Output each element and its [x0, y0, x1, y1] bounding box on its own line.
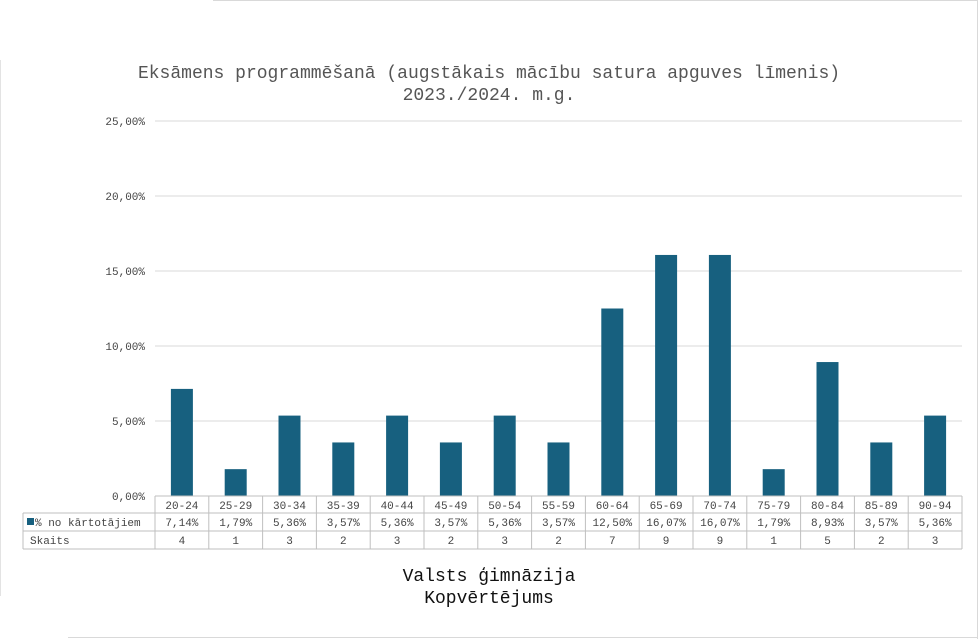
y-tick-label: 15,00% [105, 267, 145, 279]
table-cell: 2 [878, 536, 885, 548]
chart-subtitle: Valsts ģimnāzija Kopvērtējums [0, 566, 978, 610]
series-name: % no kārtotājiem [35, 518, 141, 530]
table-cell: 7 [609, 536, 616, 548]
table-cell: 1 [770, 536, 777, 548]
category-label: 25-29 [219, 501, 252, 513]
chart-title: Eksāmens programmēšanā (augstākais mācīb… [0, 63, 978, 107]
table-cell: 1 [232, 536, 239, 548]
data-label: 1,79% [757, 518, 790, 530]
y-tick-label: 5,00% [112, 417, 145, 429]
frame-left-border [0, 60, 1, 596]
bar [224, 469, 247, 496]
bar [708, 254, 731, 496]
category-label: 30-34 [273, 501, 306, 513]
y-tick-label: 25,00% [105, 117, 145, 129]
table-cell: 2 [448, 536, 455, 548]
bar [762, 469, 785, 496]
frame-bottom-border [68, 637, 978, 638]
data-label: 8,93% [811, 518, 844, 530]
data-label: 5,36% [488, 518, 521, 530]
bar [170, 388, 193, 496]
data-label: 3,57% [865, 518, 898, 530]
table-cell: 9 [663, 536, 670, 548]
data-label: 1,79% [219, 518, 252, 530]
data-label: 16,07% [700, 518, 740, 530]
data-label: 3,57% [542, 518, 575, 530]
chart-subtitle-line-2: Kopvērtējums [424, 589, 554, 609]
table-cell: 2 [555, 536, 562, 548]
category-label: 40-44 [381, 501, 414, 513]
chart-title-line-2: 2023./2024. m.g. [402, 86, 576, 106]
y-tick-label: 20,00% [105, 192, 145, 204]
table-cell: 4 [179, 536, 186, 548]
y-tick-label: 0,00% [112, 492, 145, 504]
data-label: 5,36% [381, 518, 414, 530]
data-label: 5,36% [273, 518, 306, 530]
category-label: 35-39 [327, 501, 360, 513]
table-row-name: Skaits [30, 536, 70, 548]
table-cell: 3 [932, 536, 939, 548]
category-label: 80-84 [811, 501, 844, 513]
category-label: 50-54 [488, 501, 521, 513]
category-label: 90-94 [919, 501, 952, 513]
table-cell: 5 [824, 536, 831, 548]
frame-top-border [213, 0, 978, 1]
data-label: 7,14% [165, 518, 198, 530]
table-cell: 9 [717, 536, 724, 548]
table-cell: 2 [340, 536, 347, 548]
data-label: 3,57% [327, 518, 360, 530]
category-label: 55-59 [542, 501, 575, 513]
bar [278, 415, 301, 496]
bar [439, 442, 462, 496]
category-label: 60-64 [596, 501, 629, 513]
category-label: 85-89 [865, 501, 898, 513]
table-cell: 3 [394, 536, 401, 548]
bar [493, 415, 516, 496]
bar [816, 362, 839, 496]
y-tick-label: 10,00% [105, 342, 145, 354]
bar [547, 442, 570, 496]
bar [924, 415, 947, 496]
table-cell: 3 [501, 536, 508, 548]
chart-title-line-1: Eksāmens programmēšanā (augstākais mācīb… [137, 64, 841, 84]
category-label: 20-24 [165, 501, 198, 513]
bar [870, 442, 893, 496]
data-label: 12,50% [592, 518, 632, 530]
table-cell: 3 [286, 536, 293, 548]
bar [601, 308, 624, 496]
category-label: 70-74 [703, 501, 736, 513]
bar [332, 442, 355, 496]
category-label: 45-49 [434, 501, 467, 513]
data-label: 16,07% [646, 518, 686, 530]
data-label: 3,57% [434, 518, 467, 530]
bar [386, 415, 409, 496]
chart-subtitle-line-1: Valsts ģimnāzija [402, 567, 576, 587]
bar [655, 254, 678, 496]
legend-key [27, 518, 34, 525]
category-label: 75-79 [757, 501, 790, 513]
category-label: 65-69 [650, 501, 683, 513]
data-label: 5,36% [919, 518, 952, 530]
